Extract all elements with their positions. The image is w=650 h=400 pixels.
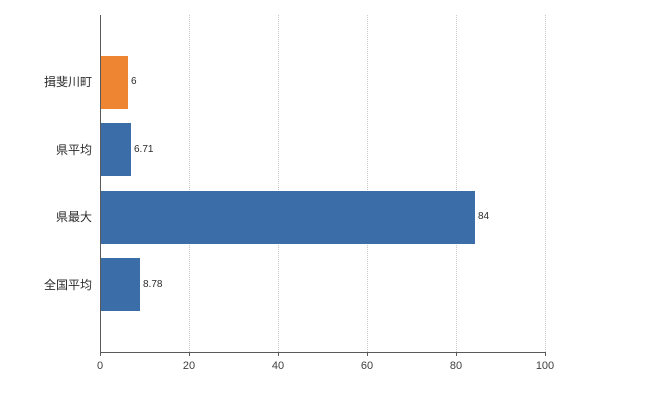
x-axis-tick bbox=[545, 352, 546, 356]
category-label: 揖斐川町 bbox=[43, 75, 92, 89]
bar-value-label: 8.78 bbox=[143, 279, 163, 290]
x-axis-tick bbox=[456, 352, 457, 356]
grid-line bbox=[278, 15, 279, 352]
x-axis-tick bbox=[189, 352, 190, 356]
x-axis-tick-label: 40 bbox=[271, 360, 285, 372]
bar-value-label: 84 bbox=[478, 211, 490, 222]
x-axis-tick bbox=[278, 352, 279, 356]
category-label: 県最大 bbox=[55, 210, 92, 224]
x-axis-tick bbox=[100, 352, 101, 356]
bar-value-label: 6.71 bbox=[134, 144, 154, 155]
x-axis-line bbox=[100, 352, 546, 353]
grid-line bbox=[545, 15, 546, 352]
category-label: 全国平均 bbox=[43, 278, 92, 292]
x-axis-tick-label: 80 bbox=[449, 360, 463, 372]
bar-4 bbox=[101, 258, 140, 311]
x-axis-tick-label: 60 bbox=[360, 360, 374, 372]
x-axis-tick-label: 100 bbox=[535, 360, 555, 372]
category-label: 県平均 bbox=[55, 143, 92, 157]
x-axis-tick-label: 0 bbox=[96, 360, 104, 372]
x-axis-tick bbox=[367, 352, 368, 356]
bar-1 bbox=[101, 56, 128, 109]
y-axis-line bbox=[100, 15, 101, 353]
bar-value-label: 6 bbox=[131, 76, 137, 87]
grid-line bbox=[189, 15, 190, 352]
bar-2 bbox=[101, 123, 131, 176]
bar-3 bbox=[101, 191, 475, 244]
grid-line bbox=[456, 15, 457, 352]
grid-line bbox=[367, 15, 368, 352]
x-axis-tick-label: 20 bbox=[182, 360, 196, 372]
